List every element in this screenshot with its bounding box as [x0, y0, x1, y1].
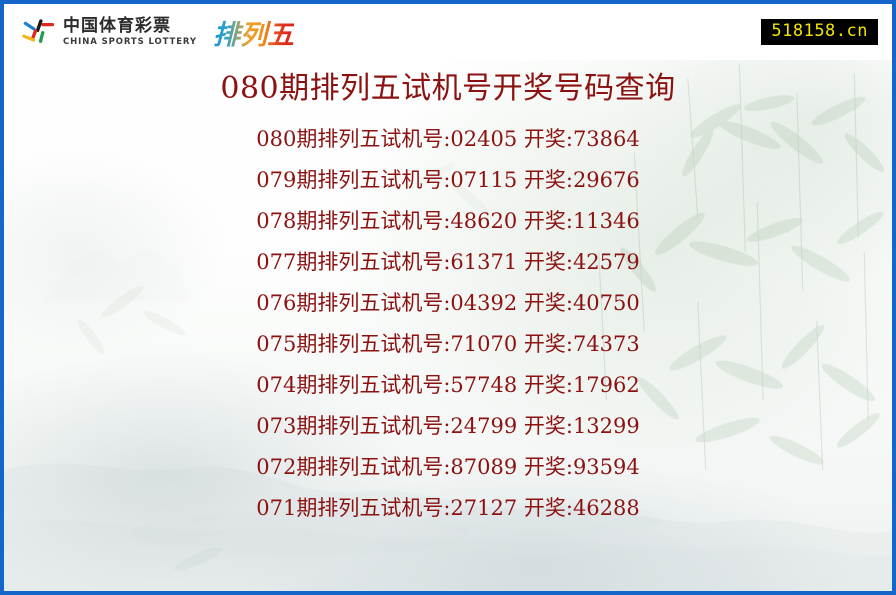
table-row: 077期排列五试机号:61371 开奖:42579: [4, 252, 892, 293]
result-line: 075期排列五试机号:71070 开奖:74373: [256, 332, 640, 356]
table-row: 076期排列五试机号:04392 开奖:40750: [4, 293, 892, 334]
results-list: 080期排列五试机号:02405 开奖:73864 079期排列五试机号:071…: [4, 129, 892, 539]
result-line: 073期排列五试机号:24799 开奖:13299: [256, 414, 640, 438]
result-line: 080期排列五试机号:02405 开奖:73864: [256, 127, 640, 151]
brand-text: 中国体育彩票 CHINA SPORTS LOTTERY: [63, 15, 197, 47]
brand-name-en: CHINA SPORTS LOTTERY: [63, 36, 197, 47]
result-line: 078期排列五试机号:48620 开奖:11346: [256, 209, 640, 233]
table-row: 080期排列五试机号:02405 开奖:73864: [4, 129, 892, 170]
brand-name-cn: 中国体育彩票: [63, 15, 171, 36]
result-line: 074期排列五试机号:57748 开奖:17962: [256, 373, 640, 397]
table-row: 073期排列五试机号:24799 开奖:13299: [4, 416, 892, 457]
site-watermark-badge: 518158.cn: [761, 18, 878, 46]
page-title: 080期排列五试机号开奖号码查询: [220, 71, 676, 106]
table-row: 072期排列五试机号:87089 开奖:93594: [4, 457, 892, 498]
site-header: 中国体育彩票 CHINA SPORTS LOTTERY 排列五 518158.c…: [4, 4, 892, 60]
china-sports-lottery-logo-icon: [22, 19, 54, 43]
result-line: 077期排列五试机号:61371 开奖:42579: [256, 250, 640, 274]
table-row: 075期排列五试机号:71070 开奖:74373: [4, 334, 892, 375]
result-line: 072期排列五试机号:87089 开奖:93594: [256, 455, 640, 479]
result-line: 076期排列五试机号:04392 开奖:40750: [256, 291, 640, 315]
table-row: 074期排列五试机号:57748 开奖:17962: [4, 375, 892, 416]
table-row: 079期排列五试机号:07115 开奖:29676: [4, 170, 892, 211]
result-line: 079期排列五试机号:07115 开奖:29676: [256, 168, 640, 192]
brand-block: 中国体育彩票 CHINA SPORTS LOTTERY 排列五: [20, 13, 294, 52]
result-line: 071期排列五试机号:27127 开奖:46288: [256, 496, 640, 520]
table-row: 078期排列五试机号:48620 开奖:11346: [4, 211, 892, 252]
table-row: 071期排列五试机号:27127 开奖:46288: [4, 498, 892, 539]
game-name-label: 排列五: [213, 13, 294, 52]
